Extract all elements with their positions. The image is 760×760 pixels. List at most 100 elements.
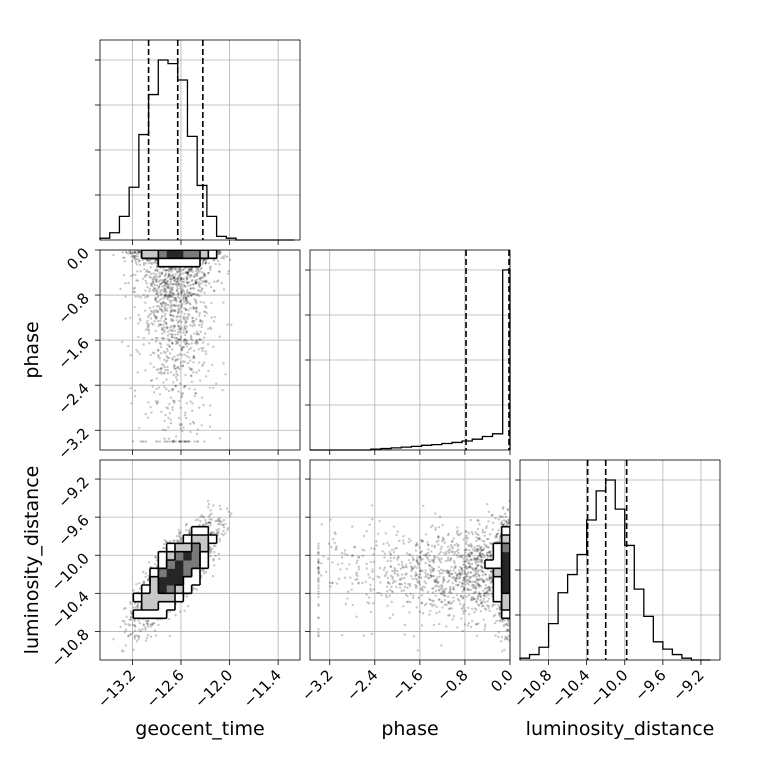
sample-point: [152, 323, 155, 326]
sample-point: [145, 636, 149, 640]
sample-point: [460, 617, 463, 620]
sample-point: [470, 598, 473, 602]
sample-point: [450, 601, 454, 605]
sample-point: [188, 530, 192, 533]
sample-point: [494, 634, 497, 637]
sample-point: [196, 271, 199, 275]
sample-point: [148, 342, 151, 345]
sample-point: [475, 558, 479, 562]
sample-point: [410, 566, 414, 569]
sample-point: [471, 598, 475, 601]
sample-point: [180, 291, 183, 294]
sample-point: [463, 588, 466, 592]
sample-point: [153, 629, 157, 632]
density-cell: [501, 535, 510, 544]
sample-point: [391, 590, 394, 594]
sample-point: [389, 565, 393, 569]
sample-point: [171, 440, 174, 443]
sample-point: [157, 623, 160, 627]
sample-point: [484, 526, 488, 530]
sample-point: [177, 330, 180, 334]
sample-point: [449, 569, 452, 572]
sample-point: [482, 618, 485, 621]
density-cell: [191, 568, 201, 578]
sample-point: [149, 406, 152, 409]
sample-point: [501, 507, 505, 510]
sample-point: [317, 566, 320, 569]
sample-point: [166, 297, 170, 301]
sample-point: [170, 309, 173, 312]
sample-point: [476, 519, 479, 522]
sample-point: [200, 514, 203, 517]
sample-point: [152, 365, 156, 369]
sample-point: [414, 549, 418, 552]
density-cell: [191, 535, 201, 544]
sample-point: [407, 582, 410, 586]
sample-point: [164, 294, 168, 297]
sample-point: [490, 576, 493, 579]
sample-point: [369, 587, 372, 590]
sample-point: [214, 520, 217, 523]
sample-point: [465, 595, 468, 598]
sample-point: [182, 340, 185, 343]
sample-point: [132, 255, 136, 258]
sample-point: [470, 552, 473, 556]
sample-point: [463, 569, 466, 573]
sample-point: [158, 298, 162, 302]
sample-point: [369, 589, 373, 592]
density-cell: [501, 568, 510, 578]
sample-point: [402, 589, 405, 592]
sample-point: [464, 567, 467, 571]
sample-point: [497, 630, 500, 634]
sample-point: [391, 581, 395, 585]
density-cell: [175, 593, 184, 603]
sample-point: [479, 584, 483, 588]
sample-point: [176, 540, 180, 543]
sample-point: [469, 625, 473, 629]
sample-point: [176, 285, 179, 288]
sample-point: [155, 387, 158, 391]
sample-point: [164, 301, 167, 305]
sample-point: [226, 528, 229, 532]
sample-point: [163, 288, 167, 291]
sample-point: [194, 281, 198, 285]
sample-point: [149, 282, 152, 285]
sample-point: [181, 272, 185, 275]
panel-frame: [309, 249, 511, 451]
panel-phase-luminosity_distance: [317, 499, 510, 653]
sample-point: [156, 400, 160, 403]
sample-point: [485, 524, 488, 528]
sample-point: [382, 568, 386, 572]
sample-point: [167, 293, 171, 297]
sample-point: [421, 540, 424, 544]
sample-point: [213, 258, 216, 262]
sample-point: [478, 552, 481, 555]
sample-point: [162, 542, 166, 546]
sample-point: [170, 305, 173, 308]
sample-point: [343, 576, 347, 579]
sample-point: [425, 602, 428, 605]
sample-point: [133, 251, 136, 254]
sample-point: [179, 440, 183, 443]
sample-point: [441, 589, 445, 593]
sample-point: [447, 579, 451, 582]
sample-point: [161, 337, 165, 341]
sample-point: [449, 588, 452, 592]
sample-point: [343, 552, 346, 555]
sample-point: [176, 357, 180, 361]
sample-point: [168, 295, 171, 299]
sample-point: [174, 337, 178, 340]
sample-point: [143, 309, 147, 312]
sample-point: [406, 600, 410, 603]
sample-point: [154, 278, 157, 282]
sample-point: [170, 335, 174, 339]
sample-point: [451, 581, 454, 585]
sample-point: [455, 573, 458, 576]
sample-point: [219, 507, 222, 511]
sample-point: [192, 361, 195, 364]
sample-point: [412, 566, 415, 570]
y-tick-label: −1.6: [54, 334, 92, 372]
sample-point: [190, 336, 193, 339]
sample-point: [207, 521, 210, 524]
